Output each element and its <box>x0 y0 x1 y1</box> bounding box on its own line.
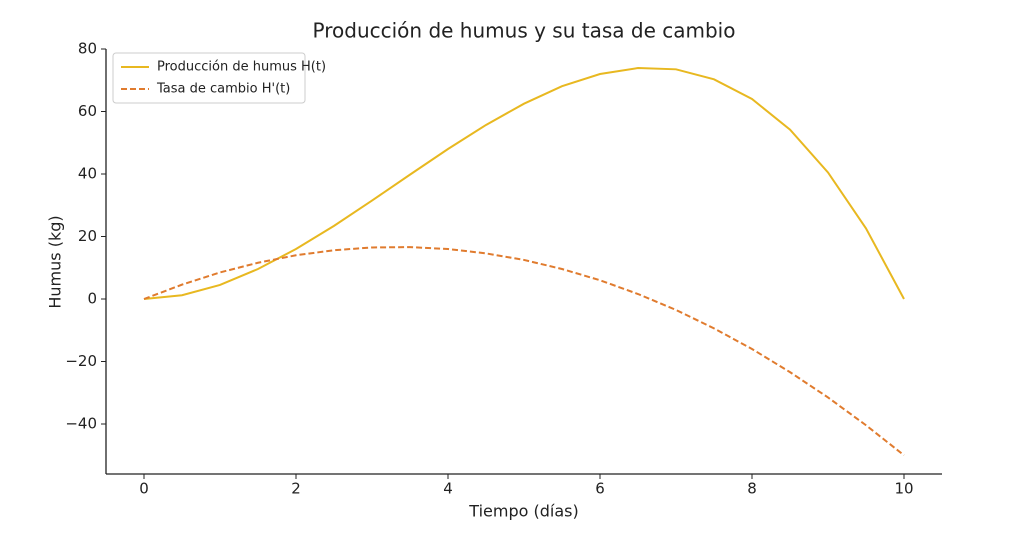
x-tick-label: 10 <box>894 480 913 498</box>
x-tick-label: 8 <box>747 480 757 498</box>
x-tick-label: 4 <box>443 480 453 498</box>
y-tick-label: 40 <box>78 165 97 183</box>
y-axis-label: Humus (kg) <box>46 215 65 308</box>
chart-title: Producción de humus y su tasa de cambio <box>313 19 736 43</box>
y-tick-label: 0 <box>87 290 97 308</box>
y-tick-label: 80 <box>78 40 97 58</box>
x-tick-label: 6 <box>595 480 605 498</box>
y-tick-label: −40 <box>65 415 97 433</box>
legend-box <box>112 52 306 104</box>
data-line <box>143 246 905 457</box>
legend-label: Tasa de cambio H'(t) <box>156 82 290 97</box>
legend-label: Producción de humus H(t) <box>157 60 326 75</box>
y-tick-label: 20 <box>78 227 97 245</box>
x-tick-label: 2 <box>291 480 301 498</box>
y-tick-label: −20 <box>65 352 97 370</box>
x-tick-label: 0 <box>139 480 149 498</box>
x-axis-label: Tiempo (días) <box>468 502 578 521</box>
data-line <box>143 67 905 300</box>
y-tick-label: 60 <box>78 102 97 120</box>
